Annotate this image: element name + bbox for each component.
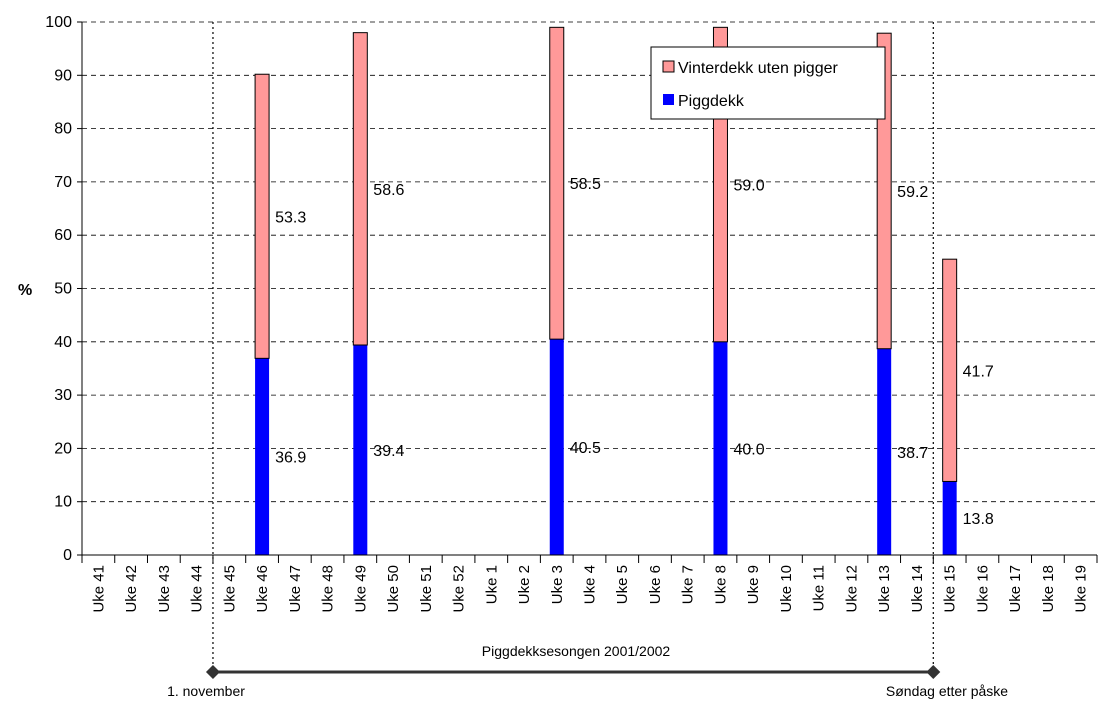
data-label-vinterdekk: 59.2 [897, 184, 928, 201]
x-tick-label: Uke 47 [287, 565, 304, 613]
bar-vinterdekk [549, 26, 565, 340]
legend-label-piggdekk: Piggdekk [678, 93, 745, 110]
data-label-piggdekk: 40.0 [733, 441, 764, 458]
data-label-piggdekk: 38.7 [897, 445, 928, 462]
bar-piggdekk [713, 341, 728, 555]
bar-piggdekk [255, 358, 270, 555]
legend-label-vinterdekk: Vinterdekk uten pigger [678, 60, 838, 77]
y-tick-label: 20 [54, 440, 72, 457]
legend-box [650, 46, 886, 120]
y-axis-label: % [18, 282, 32, 299]
x-tick-label: Uke 51 [418, 565, 435, 613]
x-tick-label: Uke 52 [451, 565, 468, 613]
x-tick-label: Uke 8 [712, 565, 729, 604]
season-layer: Piggdekksesongen 2001/2002 1. november S… [167, 643, 1008, 699]
x-tick-label: Uke 18 [1040, 565, 1057, 613]
y-tick-label: 90 [54, 67, 72, 84]
bar-vinterdekk [942, 258, 958, 482]
y-tick-label: 50 [54, 281, 72, 298]
x-tick-label: Uke 3 [549, 565, 566, 604]
bar-layer [254, 26, 958, 555]
y-tick-label: 60 [54, 227, 72, 244]
x-tick-label: Uke 43 [156, 565, 173, 613]
label-layer: 36.9 53.3 39.4 58.6 40.5 58.5 40.0 59.0 38.7 59.2… [275, 176, 994, 528]
x-tick-label: Uke 7 [680, 565, 697, 604]
bar-piggdekk [549, 339, 564, 555]
x-tick-label: Uke 12 [843, 565, 860, 613]
x-tick-label: Uke 9 [745, 565, 762, 604]
x-tick-label: Uke 19 [1073, 565, 1090, 613]
data-label-vinterdekk: 58.6 [373, 182, 404, 199]
x-tick-label: Uke 15 [942, 565, 959, 613]
x-tick-label: Uke 46 [254, 565, 271, 613]
data-label-vinterdekk: 53.3 [275, 209, 306, 226]
y-tick-label: 0 [63, 547, 72, 564]
x-tick-label: Uke 14 [909, 565, 926, 613]
x-tick-label: Uke 50 [385, 565, 402, 613]
data-label-piggdekk: 39.4 [373, 443, 404, 460]
legend: Vinterdekk uten pigger Piggdekk [650, 46, 886, 120]
x-tick-label: Uke 49 [352, 565, 369, 613]
x-tick-label: Uke 41 [90, 565, 107, 613]
x-tick-label: Uke 13 [876, 565, 893, 613]
x-tick-label: Uke 4 [582, 565, 599, 604]
bar-vinterdekk [254, 73, 270, 359]
data-label-vinterdekk: 41.7 [963, 363, 994, 380]
season-end-label: Søndag etter påske [886, 683, 1008, 699]
x-tick-label: Uke 6 [647, 565, 664, 604]
x-tick-label: Uke 48 [320, 565, 337, 613]
x-tick-label: Uke 45 [221, 565, 238, 613]
x-tick-label: Uke 16 [974, 565, 991, 613]
x-tick-label: Uke 42 [123, 565, 140, 613]
legend-swatch-vinterdekk [662, 60, 675, 73]
legend-swatch-piggdekk [663, 94, 674, 105]
x-tick-label: Uke 2 [516, 565, 533, 604]
x-tick-label: Uke 5 [614, 565, 631, 604]
x-tick-label: Uke 11 [811, 565, 828, 611]
season-start-label: 1. november [167, 683, 245, 699]
bar-piggdekk [353, 344, 368, 555]
bar-piggdekk [942, 481, 957, 555]
data-label-piggdekk: 36.9 [275, 450, 306, 467]
season-diamond-marker [926, 665, 941, 679]
bar-vinterdekk [352, 32, 368, 346]
y-tick-label: 10 [54, 494, 72, 511]
grid-layer [82, 21, 1097, 503]
data-label-vinterdekk: 58.5 [570, 176, 601, 193]
x-tick-label: Uke 10 [778, 565, 795, 613]
y-tick-label: 30 [54, 387, 72, 404]
x-tick-label: Uke 44 [189, 565, 206, 613]
data-label-piggdekk: 13.8 [963, 511, 994, 528]
x-tick-label: Uke 17 [1007, 565, 1024, 613]
x-tick-label: Uke 1 [483, 565, 500, 604]
y-tick-label: 40 [54, 334, 72, 351]
y-tick-label: 80 [54, 121, 72, 138]
season-label: Piggdekksesongen 2001/2002 [482, 643, 671, 659]
y-tick-label: 100 [45, 14, 72, 31]
bar-piggdekk [877, 348, 892, 555]
data-label-vinterdekk: 59.0 [733, 178, 764, 195]
y-tick-label: 70 [54, 174, 72, 191]
data-label-piggdekk: 40.5 [570, 440, 601, 457]
season-diamond-marker [205, 665, 220, 679]
